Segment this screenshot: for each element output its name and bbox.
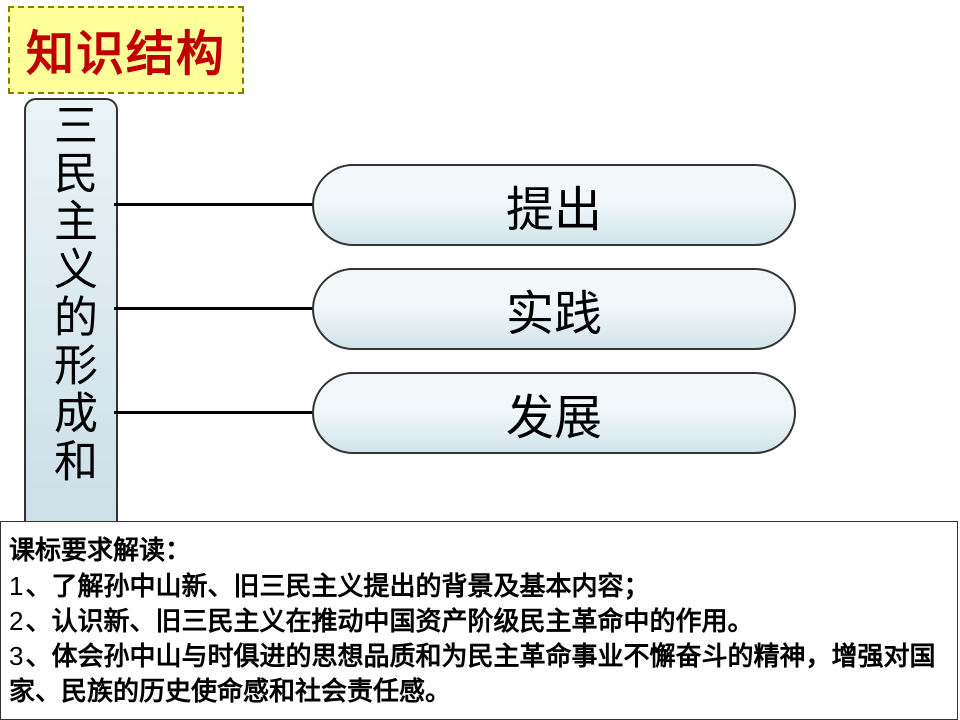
- branch-box-3: 发展: [312, 372, 796, 454]
- requirements-heading: 课标要求解读：: [9, 530, 949, 567]
- slide-stage: 知识结构 三民主义的形成和 提出 实践 发展 课标要求解读： 1、了解孙中山新、…: [0, 0, 960, 720]
- requirement-item-3: 3、体会孙中山与时俱进的思想品质和为民主革命事业不懈奋斗的精神，增强对国家、民族…: [9, 639, 949, 709]
- requirement-num-2: 2: [9, 606, 23, 636]
- requirement-item-2: 2、认识新、旧三民主义在推动中国资产阶级民主革命中的作用。: [9, 604, 949, 639]
- branch-label-1: 提出: [506, 170, 602, 240]
- requirement-text-3: 、体会孙中山与时俱进的思想品质和为民主革命事业不懈奋斗的精神，增强对国家、民族的…: [9, 641, 935, 706]
- connector-1: [114, 203, 314, 206]
- requirement-num-3: 3: [9, 641, 23, 671]
- requirement-item-1: 1、了解孙中山新、旧三民主义提出的背景及基本内容；: [9, 569, 949, 604]
- connector-2: [114, 307, 314, 310]
- branch-label-3: 发展: [506, 378, 602, 448]
- title-box: 知识结构: [8, 6, 244, 94]
- requirements-panel: 课标要求解读： 1、了解孙中山新、旧三民主义提出的背景及基本内容； 2、认识新、…: [0, 521, 958, 720]
- branch-box-2: 实践: [312, 268, 796, 350]
- requirement-text-1: 、了解孙中山新、旧三民主义提出的背景及基本内容；: [25, 571, 649, 601]
- branch-box-1: 提出: [312, 164, 796, 246]
- main-topic-box: 三民主义的形成和: [24, 98, 118, 559]
- branch-label-2: 实践: [506, 274, 602, 344]
- connector-3: [114, 411, 314, 414]
- requirement-text-2: 、认识新、旧三民主义在推动中国资产阶级民主革命中的作用。: [25, 606, 753, 636]
- title-text: 知识结构: [26, 28, 226, 81]
- main-topic-text: 三民主义的形成和: [39, 102, 103, 486]
- requirement-num-1: 1: [9, 571, 23, 601]
